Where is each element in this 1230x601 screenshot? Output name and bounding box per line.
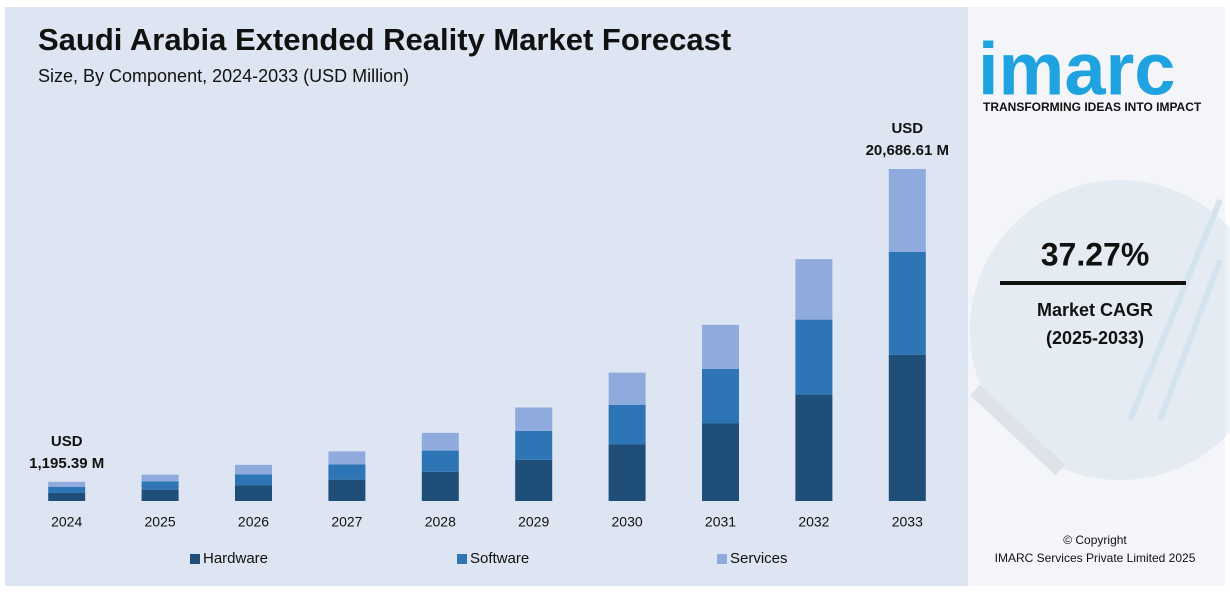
decor: [970, 180, 1230, 480]
x-tick-label: 2024: [51, 514, 82, 530]
bar-segment: [515, 459, 553, 501]
bar-segment: [888, 252, 926, 355]
bar-segment: [515, 430, 553, 460]
bar-segment: [48, 481, 86, 487]
bar-segment: [141, 489, 179, 501]
bar-segment: [421, 471, 459, 501]
bar-segment: [608, 444, 646, 501]
bar-segment: [235, 474, 272, 486]
cagr-label: Market CAGR: [1037, 300, 1153, 320]
legend-label: Services: [730, 550, 788, 567]
x-tick-label: 2031: [705, 514, 736, 530]
bar-segment: [795, 394, 833, 501]
bar-segment: [328, 479, 366, 501]
x-tick-label: 2033: [892, 514, 923, 530]
bar-segment: [702, 423, 739, 501]
side-panel: [968, 7, 1225, 586]
bar-segment: [515, 407, 553, 431]
logo: imarc: [978, 28, 1175, 111]
bar-segment: [421, 450, 459, 472]
copyright: © Copyright: [1063, 533, 1127, 547]
total-label: 1,195.39 M: [29, 455, 104, 472]
chart-title: Saudi Arabia Extended Reality Market For…: [38, 22, 731, 57]
cagr-value: 37.27%: [1041, 236, 1150, 272]
bar-segment: [48, 492, 86, 501]
x-tick-label: 2030: [612, 514, 643, 530]
legend-label: Software: [470, 550, 529, 567]
bar-segment: [328, 464, 366, 480]
bar-segment: [421, 432, 459, 451]
legend-label: Hardware: [203, 550, 268, 567]
x-tick-label: 2027: [331, 514, 362, 530]
x-tick-label: 2032: [798, 514, 829, 530]
company: IMARC Services Private Limited 2025: [995, 551, 1196, 565]
bar-segment: [795, 319, 833, 395]
tagline: TRANSFORMING IDEAS INTO IMPACT: [983, 100, 1202, 114]
bar-segment: [235, 464, 272, 475]
x-tick-label: 2028: [425, 514, 456, 530]
bar-segment: [888, 169, 926, 253]
legend-swatch: [717, 554, 727, 564]
total-label: USD: [51, 433, 83, 450]
x-tick-label: 2025: [145, 514, 176, 530]
legend-swatch: [190, 554, 200, 564]
bar-segment: [48, 486, 86, 493]
bar-segment: [328, 451, 366, 465]
legend-swatch: [457, 554, 467, 564]
bar-segment: [888, 354, 926, 501]
x-tick-label: 2029: [518, 514, 549, 530]
bar-segment: [608, 372, 646, 405]
bar-segment: [141, 474, 179, 482]
total-label: 20,686.61 M: [866, 142, 949, 159]
bar-segment: [702, 324, 739, 369]
chart-subtitle: Size, By Component, 2024-2033 (USD Milli…: [38, 66, 409, 86]
bar-segment: [235, 485, 272, 501]
bar-segment: [795, 259, 833, 320]
total-label: USD: [891, 120, 923, 137]
bar-segment: [608, 404, 646, 445]
bar-segment: [141, 481, 179, 490]
cagr-period: (2025-2033): [1046, 328, 1144, 348]
bar-segment: [702, 368, 739, 424]
x-tick-label: 2026: [238, 514, 269, 530]
